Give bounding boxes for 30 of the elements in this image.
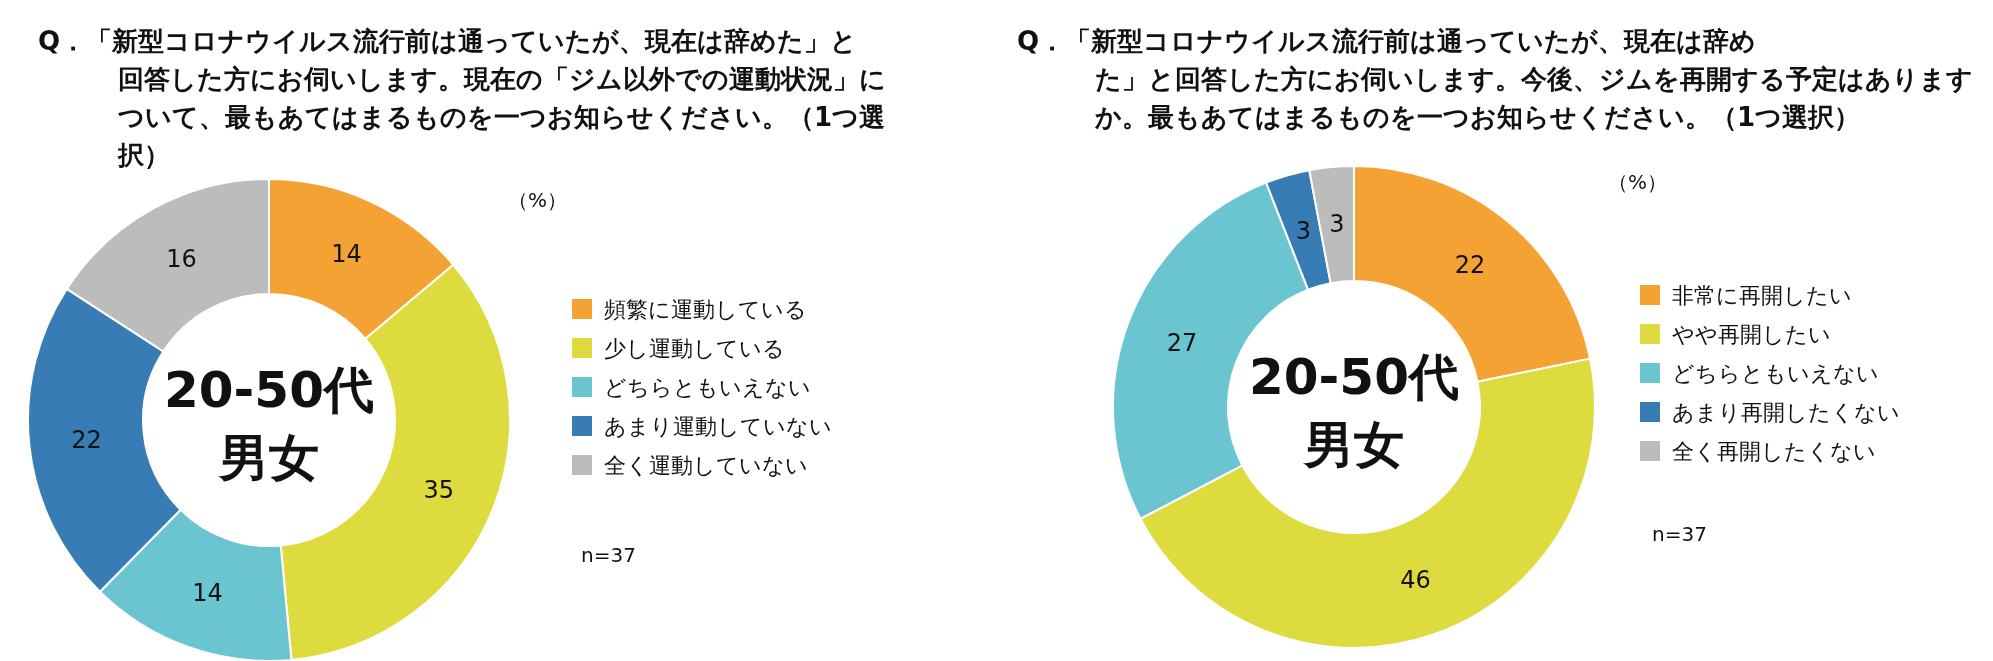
chart-title: Q．「新型コロナウイルス流行前は通っていたが、現在は辞めた」と回答した方にお伺いします。現在の「ジム以外での運動状況」について、最もあてはまるものを一つお知らせください。（1つ選択） [38, 26, 886, 170]
legend-label: 非常に再開したい [1672, 282, 1852, 308]
data-label: 27 [1166, 328, 1198, 357]
text: （%） [508, 188, 568, 212]
data-label: 3 [1329, 210, 1345, 239]
data-label: 16 [166, 244, 197, 273]
legend-label: 全く運動していない [604, 452, 808, 478]
text: 20-50代 [164, 361, 374, 419]
text: 20-50代 [1249, 348, 1459, 406]
legend-label: どちらともいえない [604, 374, 811, 400]
data-label: 46 [1400, 565, 1431, 594]
data-label: 35 [423, 475, 455, 504]
legend-label: 全く再開したくない [1672, 438, 1876, 464]
text: n=37 [581, 543, 636, 567]
data-label: 22 [71, 425, 102, 454]
data-label: 14 [192, 578, 223, 607]
legend-label: やや再開したい [1672, 321, 1831, 347]
text: 男女 [1302, 416, 1404, 474]
chart-title: Q．「新型コロナウイルス流行前は通っていたが、現在は辞めた」と回答した方にお伺いします。今後、ジムを再開する予定はありますか。最もあてはまるものを一つお知らせください。（1つ選択） [1017, 26, 1973, 132]
text: n=37 [1652, 522, 1707, 546]
text: 男女 [217, 429, 319, 487]
legend-label: 少し運動している [604, 335, 785, 361]
legend-label: どちらともいえない [1672, 360, 1879, 386]
data-label: 14 [331, 239, 362, 268]
legend-label: あまり再開したくない [1672, 399, 1900, 425]
data-label: 22 [1454, 250, 1486, 279]
text: （%） [1608, 170, 1668, 194]
legend-label: 頻繁に運動している [604, 296, 807, 322]
legend-label: あまり運動していない [604, 413, 832, 439]
data-label: 3 [1295, 216, 1311, 245]
